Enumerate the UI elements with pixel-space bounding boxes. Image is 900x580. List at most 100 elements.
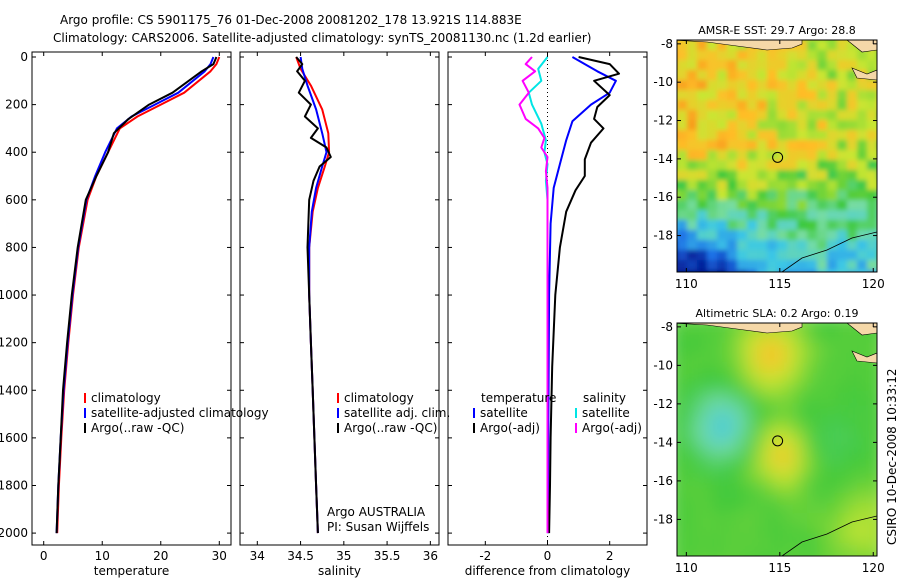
sst-map-cell bbox=[747, 190, 758, 201]
sla-map-cell bbox=[717, 443, 728, 454]
sst-map-cell bbox=[677, 250, 688, 261]
sla-map-cell bbox=[827, 423, 838, 434]
sst-map-cell bbox=[837, 150, 848, 161]
sst-map-cell bbox=[767, 260, 778, 271]
difference-xtick-label: 0 bbox=[544, 549, 552, 563]
sst-map-cell bbox=[777, 140, 788, 151]
sst-map-cell bbox=[817, 190, 828, 201]
sla-map-cell bbox=[857, 453, 868, 464]
sla-map-cell bbox=[867, 433, 877, 444]
sla-map-cell bbox=[687, 343, 698, 354]
sst-map-cell bbox=[707, 170, 718, 181]
sst-map-cell bbox=[717, 210, 728, 221]
sla-map-cell bbox=[777, 503, 788, 514]
sst-map-cell bbox=[787, 240, 798, 251]
sla-map-cell bbox=[777, 423, 788, 434]
sla-map-cell bbox=[847, 423, 858, 434]
sst-map-cell bbox=[817, 130, 828, 141]
sst-map-cell bbox=[787, 200, 798, 211]
sla-map-argo-marker bbox=[772, 435, 784, 447]
sst-map-cell bbox=[697, 150, 708, 161]
sla-map-cell bbox=[797, 463, 808, 474]
sla-map-cell bbox=[857, 373, 868, 384]
sst-map-cell bbox=[787, 80, 798, 91]
sla-map-cell bbox=[837, 553, 848, 556]
sst-map-cell bbox=[747, 110, 758, 121]
sla-map-cell bbox=[707, 353, 718, 364]
sla-map-cell bbox=[827, 493, 838, 504]
sst-map-cell bbox=[677, 210, 688, 221]
sst-map-cell bbox=[857, 100, 868, 111]
temperature-ytick-label: 1000 bbox=[0, 288, 28, 302]
sla-map-cell bbox=[677, 533, 688, 544]
sst-map-cell bbox=[707, 90, 718, 101]
sla-map-cell bbox=[837, 383, 848, 394]
sla-map-cell bbox=[827, 403, 838, 414]
sst-map-cell bbox=[857, 60, 868, 71]
sla-map-cell bbox=[817, 323, 828, 334]
sst-map-cell bbox=[847, 40, 858, 51]
sla-map-cell bbox=[827, 533, 838, 544]
sla-map-cell bbox=[777, 443, 788, 454]
sst-map-cell bbox=[777, 120, 788, 131]
sst-map-cell bbox=[837, 120, 848, 131]
sst-map-cell bbox=[797, 200, 808, 211]
sla-map-cell bbox=[677, 523, 688, 534]
sst-map-cell bbox=[687, 170, 698, 181]
sla-map-cell bbox=[697, 383, 708, 394]
sst-map-cell bbox=[857, 80, 868, 91]
sla-map-cell bbox=[817, 343, 828, 354]
sst-map-cell bbox=[787, 210, 798, 221]
sla-map-ytick-label: -12 bbox=[653, 397, 673, 411]
sla-map-cell bbox=[807, 483, 818, 494]
sst-map-cell bbox=[837, 280, 848, 291]
sla-map-cell bbox=[787, 443, 798, 454]
sla-map-cell bbox=[847, 563, 858, 574]
sla-map-cell bbox=[827, 323, 838, 334]
difference-xlabel: difference from climatology bbox=[465, 564, 631, 578]
sla-map-cell bbox=[737, 333, 748, 344]
sla-map-cell bbox=[677, 403, 688, 414]
sst-map-cell bbox=[777, 70, 788, 81]
sla-map-cell bbox=[687, 553, 698, 556]
sst-map-cell bbox=[737, 60, 748, 71]
sst-map-cell bbox=[677, 220, 688, 231]
sst-map-cell bbox=[687, 40, 698, 51]
sst-map-cell bbox=[687, 100, 698, 111]
sla-map-cell bbox=[747, 383, 758, 394]
sla-map-cell bbox=[717, 503, 728, 514]
sst-map-cell bbox=[707, 190, 718, 201]
sst-map-cell bbox=[717, 160, 728, 171]
sst-map-cell bbox=[677, 100, 688, 111]
sst-map-cell bbox=[867, 100, 877, 111]
sst-map-cell bbox=[787, 170, 798, 181]
sst-map-cell bbox=[727, 260, 738, 271]
sst-map-cell bbox=[697, 170, 708, 181]
sla-map-cell bbox=[677, 393, 688, 404]
sst-map-cell bbox=[867, 230, 877, 241]
sst-map-cell bbox=[717, 230, 728, 241]
sla-map-cell bbox=[857, 323, 868, 324]
sst-map-cell bbox=[757, 50, 768, 61]
sla-map-cell bbox=[847, 513, 858, 524]
sla-map-cell bbox=[867, 363, 877, 374]
sst-map-cell bbox=[717, 70, 728, 81]
sst-map-cell bbox=[677, 260, 688, 271]
sla-map-cell bbox=[677, 493, 688, 504]
sla-map-cell bbox=[737, 563, 748, 574]
sst-map-cell bbox=[687, 220, 698, 231]
sst-map-cell bbox=[807, 180, 818, 191]
sst-map-cell bbox=[837, 90, 848, 101]
sla-map-cell bbox=[697, 513, 708, 524]
sst-map-cell bbox=[837, 50, 848, 61]
sst-map-cell bbox=[707, 250, 718, 261]
sla-map-cell bbox=[807, 353, 818, 364]
sla-map-cell bbox=[717, 523, 728, 534]
sla-map-cell bbox=[857, 333, 868, 344]
sst-map-cell bbox=[877, 250, 888, 261]
sst-map-cell bbox=[717, 150, 728, 161]
sst-map-cell bbox=[727, 70, 738, 81]
sst-map-cell bbox=[737, 130, 748, 141]
salinity-series-black bbox=[295, 56, 332, 534]
sla-map-cell bbox=[837, 363, 848, 374]
